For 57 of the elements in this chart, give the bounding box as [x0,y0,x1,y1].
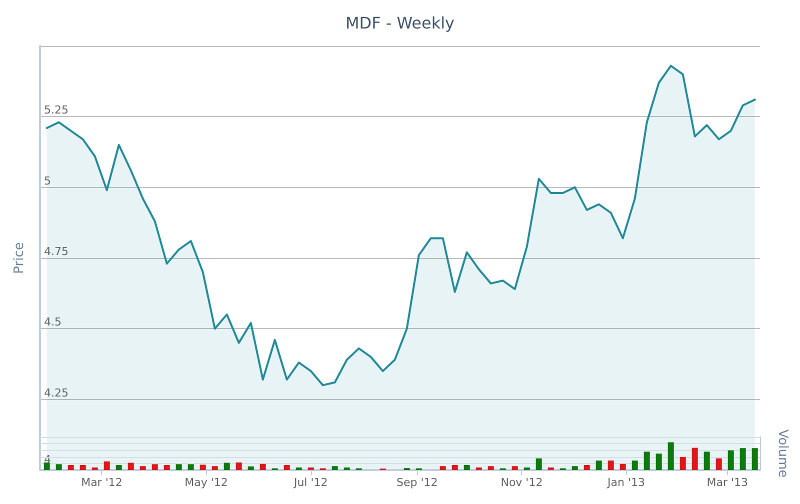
bar [152,464,158,470]
x-tick-label: Mar '12 [81,476,122,489]
bar [644,452,650,470]
x-tick-label: Mar '13 [706,476,748,489]
y-tick-label: 4.25 [44,386,68,400]
y-tick-label: 5 [44,174,51,188]
chart-title: MDF - Weekly [345,14,455,32]
bar [728,450,734,470]
bar [536,458,542,470]
bar [116,465,122,470]
bar [440,466,446,470]
y-axis-title: Price [12,242,27,274]
bar [716,458,722,470]
bar [704,452,710,470]
x-tick-label: Sep '12 [396,476,438,489]
bar [248,466,254,470]
bar [632,460,638,470]
bar [752,448,758,470]
bar [200,464,206,470]
x-tick-label: May '12 [184,476,228,489]
y-axis-title: Volume [775,429,790,478]
x-tick-label: Nov '12 [500,476,543,489]
y-tick-label: 4.75 [44,245,68,258]
bar [608,460,614,470]
bar [260,464,266,470]
bar [140,466,146,470]
bar [176,464,182,470]
bar [80,465,86,470]
bar [596,460,602,470]
bar [332,466,338,470]
bar [692,448,698,470]
bar [104,461,110,470]
bar [512,466,518,470]
bar [464,465,470,470]
bar [68,465,74,470]
bar [668,442,674,470]
bar [56,464,62,470]
bar [188,464,194,470]
bar [224,462,230,470]
bar [164,465,170,470]
x-tick-label: Jul '12 [292,476,328,489]
bar [452,465,458,470]
y-tick-label: 4.5 [44,316,62,329]
bar [620,464,626,470]
bar [44,462,50,470]
bar [656,454,662,470]
x-tick-label: Jan '13 [606,476,646,489]
bar [128,462,134,470]
y-tick-label: 5.25 [44,104,68,117]
bar [572,466,578,470]
bar [584,465,590,470]
bar [488,466,494,470]
bar [284,465,290,470]
bar [212,466,218,470]
bar [740,448,746,470]
bar [680,456,686,470]
bar [236,462,242,470]
